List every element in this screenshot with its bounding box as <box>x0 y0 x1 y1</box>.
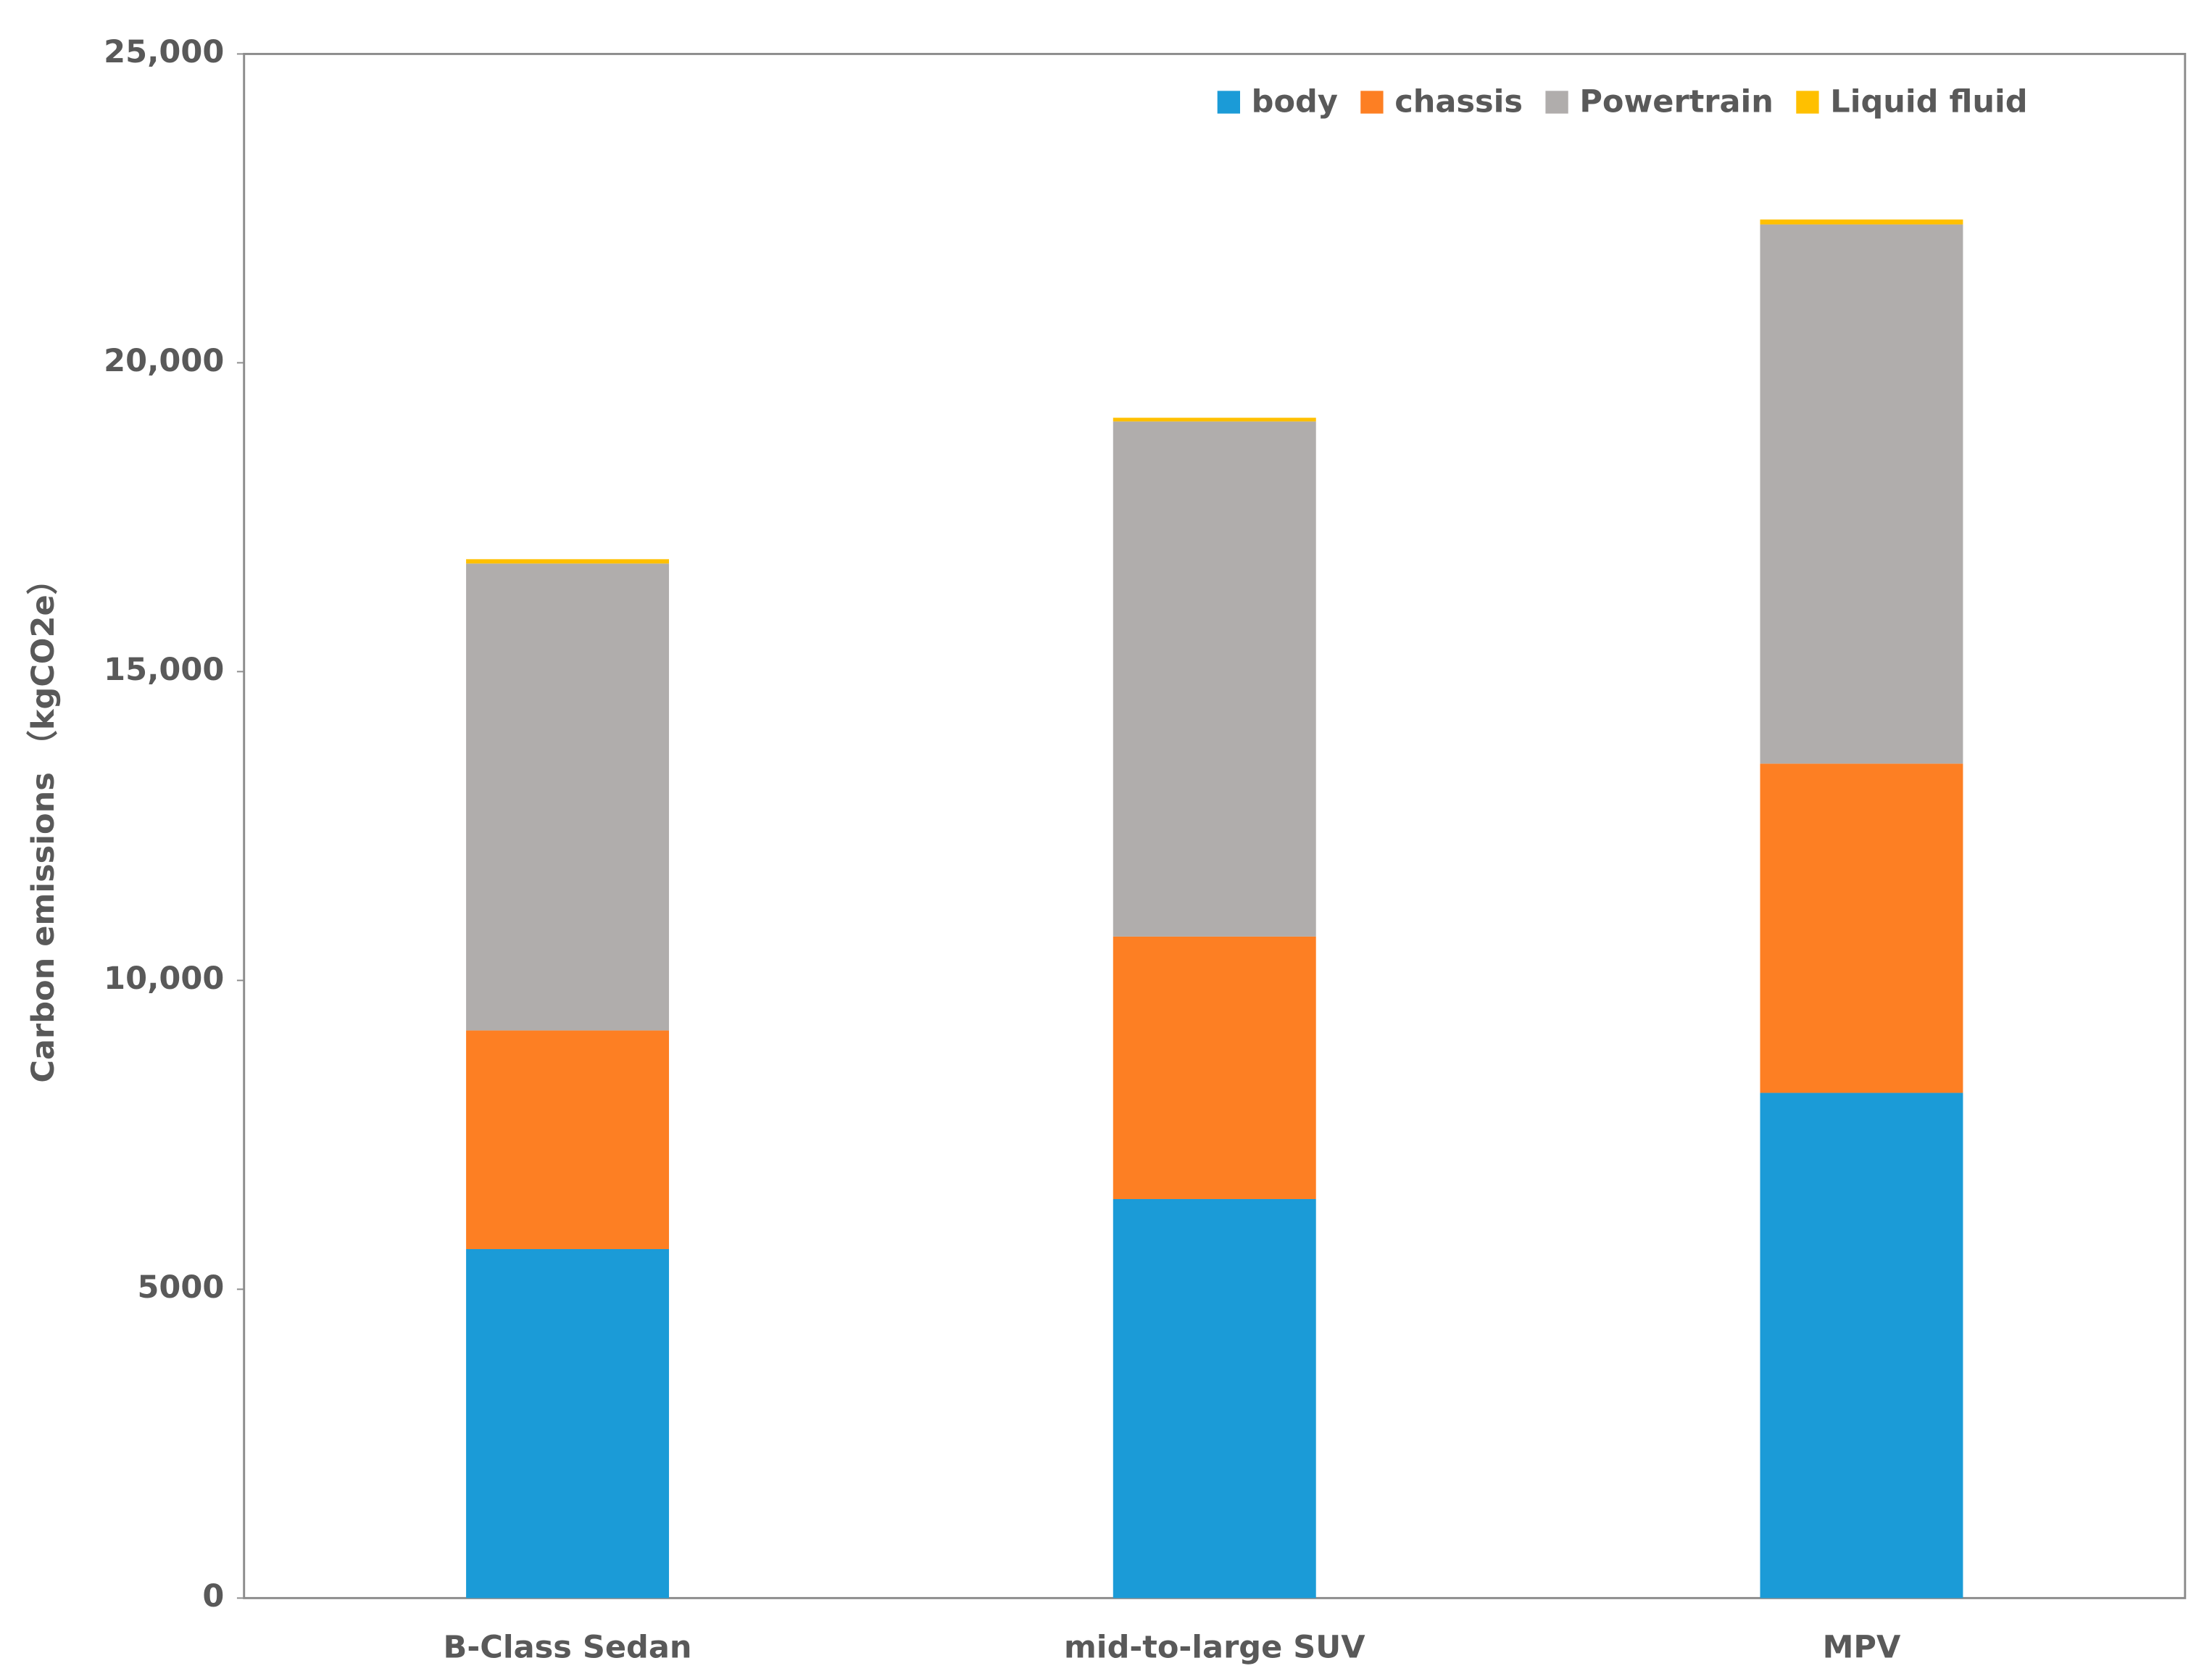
bar-segment <box>1760 763 1963 1093</box>
y-tick-label: 5000 <box>137 1269 224 1306</box>
bar-segment <box>466 559 670 564</box>
bar-segment <box>1113 936 1316 1199</box>
bar-segment <box>1113 421 1316 937</box>
bar-segment <box>1113 1198 1316 1599</box>
legend-label: chassis <box>1394 83 1523 120</box>
y-axis-label: Carbon emissions （kgCO2e） <box>25 563 62 1082</box>
x-tick-label: B-Class Sedan <box>444 1629 692 1665</box>
bar-segment <box>466 1030 670 1250</box>
bar-segment <box>1113 418 1316 422</box>
x-tick-label: mid-to-large SUV <box>1064 1629 1365 1665</box>
bar-segment <box>466 1249 670 1599</box>
y-tick-label: 15,000 <box>104 652 224 688</box>
bar-segment <box>1760 219 1963 225</box>
y-tick-label: 25,000 <box>104 34 224 70</box>
bar-segment <box>1760 1093 1963 1599</box>
y-tick-label: 10,000 <box>104 961 224 997</box>
legend-swatch <box>1796 91 1819 114</box>
legend-swatch <box>1360 91 1384 114</box>
bar-segment <box>1760 224 1963 764</box>
legend-label: Powertrain <box>1579 83 1774 120</box>
legend-swatch <box>1545 91 1568 114</box>
legend-label: body <box>1252 83 1338 120</box>
y-tick-label: 20,000 <box>104 343 224 379</box>
bar-segment <box>466 563 670 1031</box>
x-tick-label: MPV <box>1823 1629 1901 1665</box>
y-tick-label: 0 <box>202 1578 224 1614</box>
legend-swatch <box>1217 91 1240 114</box>
legend-label: Liquid fluid <box>1830 83 2027 120</box>
